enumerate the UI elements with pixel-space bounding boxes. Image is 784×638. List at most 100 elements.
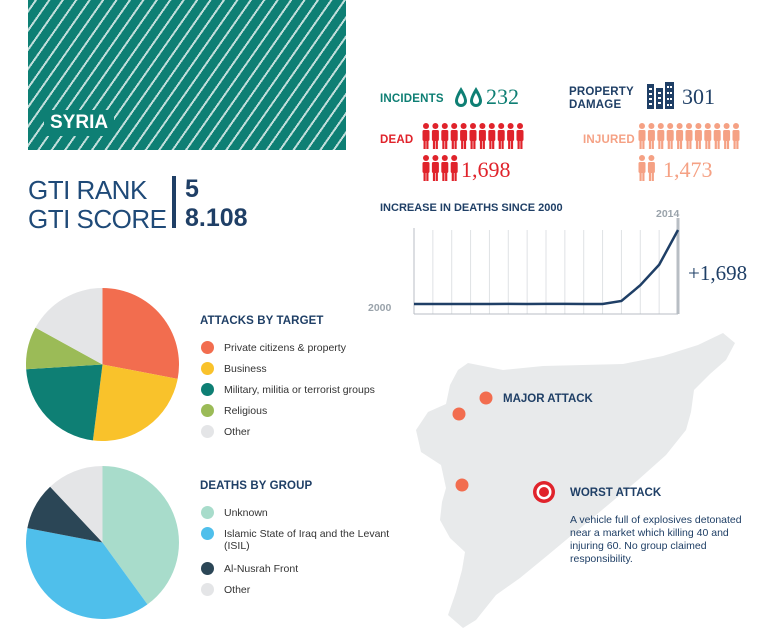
person-icon	[685, 123, 693, 149]
incidents-value: 232	[486, 84, 519, 109]
dead-people-icons	[422, 123, 524, 181]
attacks-by-target-pie	[26, 288, 179, 441]
target-slice-2	[26, 364, 103, 441]
person-icon	[638, 155, 646, 181]
group-slice-3	[50, 466, 103, 543]
legend-swatch	[201, 362, 214, 375]
legend-item: Other	[201, 425, 391, 438]
legend-label: Other	[224, 426, 251, 438]
deaths-by-group-title: DEATHS BY GROUP	[200, 480, 313, 492]
attack-marker	[455, 478, 469, 492]
syria-map	[416, 333, 735, 628]
deaths-by-group-pie	[26, 466, 179, 619]
person-icon	[713, 123, 721, 149]
legend-label: Islamic State of Iraq and the Levant (IS…	[224, 528, 390, 552]
person-icon	[450, 155, 458, 181]
person-icon	[638, 123, 646, 149]
person-icon	[732, 123, 740, 149]
chart-title: INCREASE IN DEATHS SINCE 2000	[380, 202, 563, 214]
legend-label: Business	[224, 363, 267, 375]
gti-score-label: GTI SCORE	[28, 204, 167, 234]
person-icon	[441, 155, 449, 181]
worst-attack-description: A vehicle full of explosives detonated n…	[570, 514, 742, 565]
target-slice-0	[102, 288, 179, 379]
person-icon	[441, 123, 449, 149]
legend-swatch	[201, 404, 214, 417]
chart-start-label: 2000	[368, 302, 392, 314]
country-name: SYRIA	[44, 110, 115, 136]
legend-label: Military, militia or terrorist groups	[224, 384, 375, 396]
person-icon	[488, 123, 496, 149]
legend-item: Private citizens & property	[201, 341, 391, 354]
legend-label: Unknown	[224, 507, 268, 519]
person-icon	[478, 123, 486, 149]
drop-icon	[455, 87, 482, 107]
legend-item: Religious	[201, 404, 391, 417]
legend-item: Islamic State of Iraq and the Levant (IS…	[201, 527, 391, 552]
person-icon	[422, 155, 430, 181]
attack-marker	[452, 407, 466, 421]
legend-label: Al-Nusrah Front	[224, 563, 299, 575]
person-icon	[422, 123, 430, 149]
person-icon	[704, 123, 712, 149]
person-icon	[647, 123, 655, 149]
person-icon	[460, 123, 468, 149]
dead-label: DEAD	[380, 134, 414, 146]
person-icon	[657, 123, 665, 149]
legend-item: Other	[201, 583, 391, 596]
target-slice-4	[35, 288, 103, 365]
person-icon	[676, 123, 684, 149]
legend-swatch	[201, 383, 214, 396]
worst-attack-label: WORST ATTACK	[570, 487, 662, 499]
group-slice-1	[26, 528, 148, 619]
dead-value: 1,698	[461, 157, 511, 182]
person-icon	[497, 123, 505, 149]
legend-swatch	[201, 341, 214, 354]
group-slice-2	[27, 486, 103, 543]
chart-end-label: 2014	[656, 208, 680, 220]
group-slice-0	[102, 466, 179, 605]
person-icon	[450, 123, 458, 149]
deaths-series-line	[414, 229, 680, 306]
legend-swatch	[201, 527, 214, 540]
property-damage-value: 301	[682, 84, 715, 109]
legend-label: Private citizens & property	[224, 342, 346, 354]
property-damage-label: PROPERTY DAMAGE	[569, 86, 634, 111]
person-icon	[723, 123, 731, 149]
legend-item: Al-Nusrah Front	[201, 562, 391, 575]
major-attack-label: MAJOR ATTACK	[503, 393, 593, 405]
person-icon	[694, 123, 702, 149]
building-icon	[647, 82, 674, 109]
person-icon	[666, 123, 674, 149]
target-slice-1	[92, 364, 178, 441]
legend-swatch	[201, 562, 214, 575]
legend-item: Military, militia or terrorist groups	[201, 383, 391, 396]
legend-swatch	[201, 583, 214, 596]
person-icon	[431, 155, 439, 181]
gti-score-value: 8.108	[185, 204, 248, 232]
deaths-line-chart	[413, 218, 680, 315]
legend-label: Religious	[224, 405, 268, 417]
gti-rank-value: 5	[185, 175, 199, 203]
person-icon	[507, 123, 515, 149]
target-slice-3	[26, 327, 103, 370]
legend-swatch	[201, 506, 214, 519]
person-icon	[647, 155, 655, 181]
legend-swatch	[201, 425, 214, 438]
major-attack-marker	[479, 391, 493, 405]
gti-divider	[172, 176, 176, 228]
legend-item: Unknown	[201, 506, 391, 519]
person-icon	[516, 123, 524, 149]
attacks-by-target-title: ATTACKS BY TARGET	[200, 315, 324, 327]
gti-rank-label: GTI RANK	[28, 175, 147, 205]
injured-label: INJURED	[583, 134, 635, 146]
increase-value: +1,698	[688, 261, 748, 285]
legend-label: Other	[224, 584, 251, 596]
injured-value: 1,473	[663, 157, 713, 182]
injured-people-icons	[638, 123, 740, 181]
person-icon	[469, 123, 477, 149]
legend-item: Business	[201, 362, 391, 375]
country-banner: SYRIA	[28, 0, 346, 150]
person-icon	[431, 123, 439, 149]
incidents-label: INCIDENTS	[380, 93, 444, 105]
